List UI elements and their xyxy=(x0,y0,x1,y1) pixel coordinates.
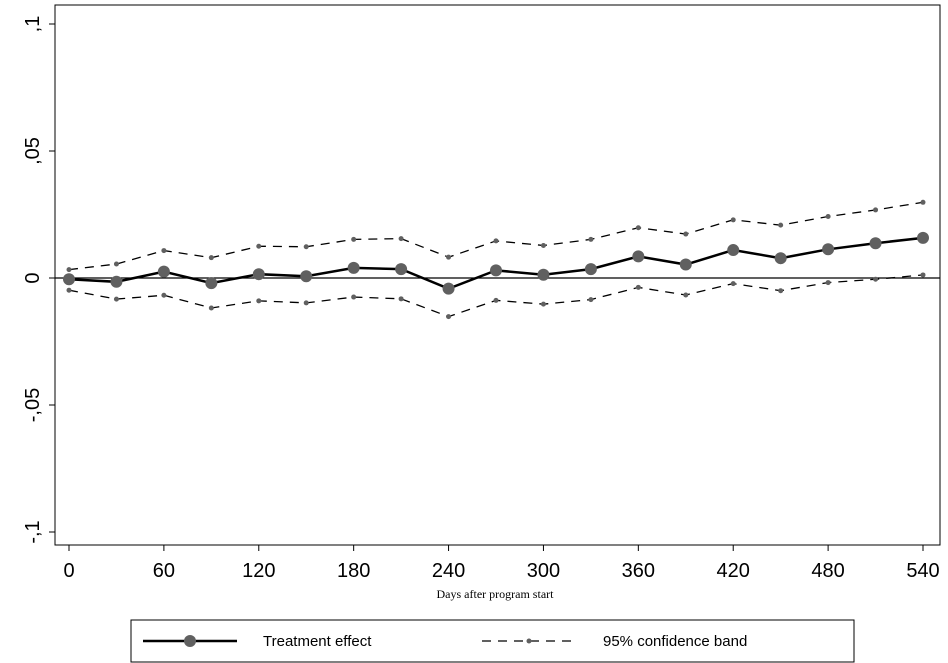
lower-band-point xyxy=(540,301,546,307)
upper-band-point xyxy=(635,225,641,231)
treatment-effect-line xyxy=(68,236,924,291)
x-tick-label: 540 xyxy=(906,560,939,582)
y-tick-label: ,05 xyxy=(22,137,44,165)
lower-band-point xyxy=(493,297,499,303)
treatment-effect-point xyxy=(347,261,360,274)
lower-band-line xyxy=(68,274,924,318)
lower-band-point xyxy=(208,305,214,311)
x-tick-label: 180 xyxy=(337,560,370,582)
treatment-effect-point xyxy=(490,264,502,277)
upper-band-point xyxy=(825,214,831,220)
y-tick-label: ,1 xyxy=(22,16,44,33)
upper-band-point xyxy=(730,217,736,223)
legend: Treatment effect 95% confidence band xyxy=(130,619,855,663)
plot-frame xyxy=(54,4,941,546)
lower-band-point xyxy=(398,296,404,302)
upper-band-point xyxy=(208,255,214,261)
treatment-effect-point xyxy=(727,244,740,257)
upper-band-point xyxy=(446,254,452,260)
treatment-effect-point xyxy=(869,237,882,250)
upper-band-point xyxy=(398,236,404,242)
upper-band-point xyxy=(113,261,119,267)
lower-band-point xyxy=(635,284,641,290)
upper-band-line xyxy=(68,201,924,271)
treatment-effect-point xyxy=(679,258,692,271)
treatment-effect-point xyxy=(632,250,645,263)
lower-band-point xyxy=(778,288,784,294)
treatment-effect-point xyxy=(584,263,597,276)
x-tick-label: 0 xyxy=(63,560,74,582)
lower-band-point xyxy=(351,294,357,300)
y-tick-label: 0 xyxy=(22,272,44,283)
treatment-effect-point xyxy=(395,263,408,276)
legend-treatment-label: Treatment effect xyxy=(263,633,372,650)
upper-band-point xyxy=(920,199,926,205)
lower-band-point xyxy=(920,272,926,278)
upper-band-point xyxy=(683,231,689,237)
lower-band-point xyxy=(825,280,831,286)
treatment-effect-point xyxy=(442,282,455,295)
lower-band-point xyxy=(161,292,167,298)
legend-band-label: 95% confidence band xyxy=(603,633,747,650)
upper-band-point xyxy=(540,242,546,248)
x-axis-label: Days after program start xyxy=(437,587,555,601)
lower-band-point xyxy=(66,287,72,293)
upper-band-point xyxy=(493,238,499,244)
upper-band-point xyxy=(778,222,784,228)
treatment-effect-point xyxy=(917,231,929,244)
y-tick-label: -,05 xyxy=(22,388,44,422)
lower-band-point xyxy=(730,281,736,287)
lower-band-point xyxy=(113,296,119,302)
x-tick-label: 240 xyxy=(432,560,465,582)
treatment-effect-point xyxy=(205,277,218,290)
x-tick-label: 300 xyxy=(527,560,560,582)
legend-treatment-marker xyxy=(184,635,196,647)
x-tick-label: 480 xyxy=(811,560,844,582)
upper-band-point xyxy=(161,248,167,254)
legend-box xyxy=(130,619,855,663)
x-tick-label: 60 xyxy=(153,560,175,582)
upper-band-point xyxy=(256,243,262,249)
lower-band-point xyxy=(256,298,262,304)
lower-band-point xyxy=(446,314,452,320)
y-tick-label: -,1 xyxy=(22,520,44,543)
treatment-effect-point xyxy=(110,275,123,288)
treatment-effect-point xyxy=(300,270,313,283)
upper-band-point xyxy=(66,267,72,273)
upper-band-point xyxy=(303,244,309,250)
treatment-effect-point xyxy=(157,265,170,278)
treatment-effect-point xyxy=(252,268,265,281)
x-tick-label: 120 xyxy=(242,560,275,582)
upper-band-point xyxy=(351,236,357,242)
lower-band-point xyxy=(873,276,879,282)
x-tick-label: 420 xyxy=(717,560,750,582)
lower-band-point xyxy=(303,300,309,306)
upper-band-point xyxy=(588,236,594,242)
x-tick-label: 360 xyxy=(622,560,655,582)
lower-band-point xyxy=(588,297,594,303)
lower-band-point xyxy=(683,292,689,298)
treatment-effect-point xyxy=(537,268,550,281)
treatment-effect-point xyxy=(63,273,75,286)
treatment-effect-point xyxy=(774,252,787,265)
legend-band-marker xyxy=(526,638,532,644)
treatment-effect-point xyxy=(822,243,835,256)
upper-band-point xyxy=(873,207,879,213)
